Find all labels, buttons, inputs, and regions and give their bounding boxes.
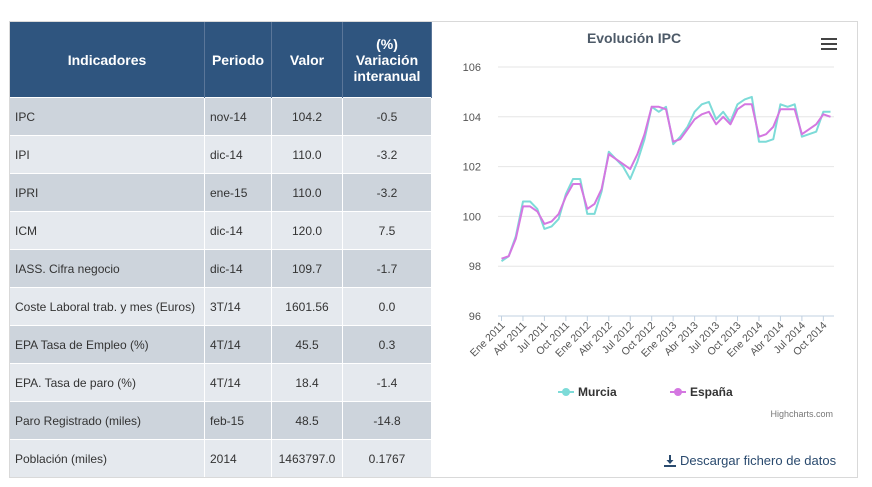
header-valor[interactable]: Valor xyxy=(271,22,343,98)
cell-periodo: 4T/14 xyxy=(204,325,272,364)
cell-variacion: -1.4 xyxy=(342,363,432,402)
cell-valor: 109.7 xyxy=(271,249,343,288)
series-line-espana xyxy=(501,103,831,260)
table-row: Población (miles) 2014 1463797.0 0.1767 xyxy=(10,439,432,477)
cell-variacion: 0.0 xyxy=(342,287,432,326)
download-label: Descargar fichero de datos xyxy=(680,453,837,468)
table-row: IPI dic-14 110.0 -3.2 xyxy=(10,135,432,174)
cell-indicador: ICM xyxy=(10,211,205,250)
cell-variacion: 7.5 xyxy=(342,211,432,250)
cell-variacion: -3.2 xyxy=(342,135,432,174)
table-row: EPA. Tasa de paro (%) 4T/14 18.4 -1.4 xyxy=(10,363,432,402)
cell-valor: 120.0 xyxy=(271,211,343,250)
y-tick-label: 106 xyxy=(463,62,481,74)
table-row: Coste Laboral trab. y mes (Euros) 3T/14 16… xyxy=(10,287,432,326)
y-tick-label: 102 xyxy=(463,162,481,174)
download-icon-shaft xyxy=(669,454,671,461)
cell-indicador: Población (miles) xyxy=(10,439,205,477)
cell-indicador: IPRI xyxy=(10,173,205,212)
download-icon-arrowhead xyxy=(666,459,674,464)
cell-valor: 1463797.0 xyxy=(271,439,343,477)
y-tick-label: 100 xyxy=(463,211,481,223)
ipc-chart: Evolución IPC 96 98 100 102 104 106 Ene 2011 Ab… xyxy=(433,22,857,477)
legend-item-espana[interactable]: España xyxy=(670,385,733,399)
cell-variacion: 0.1767 xyxy=(342,439,432,477)
cell-periodo: 4T/14 xyxy=(204,363,272,402)
cell-periodo: feb-15 xyxy=(204,401,272,440)
legend-dot-murcia xyxy=(562,388,570,396)
cell-indicador: Coste Laboral trab. y mes (Euros) xyxy=(10,287,205,326)
cell-valor: 110.0 xyxy=(271,173,343,212)
table-row: Paro Registrado (miles) feb-15 48.5 -14.8 xyxy=(10,401,432,440)
indicators-table: Indicadores Periodo Valor (%) Variación … xyxy=(10,22,432,477)
legend-symbol-espana xyxy=(670,387,686,397)
cell-periodo: ene-15 xyxy=(204,173,272,212)
header-periodo[interactable]: Periodo xyxy=(204,22,272,98)
cell-valor: 104.2 xyxy=(271,97,343,136)
table-row: EPA Tasa de Empleo (%) 4T/14 45.5 0.3 xyxy=(10,325,432,364)
cell-valor: 1601.56 xyxy=(271,287,343,326)
download-icon-tray xyxy=(664,464,676,467)
y-tick-label: 96 xyxy=(469,311,481,323)
header-indicadores[interactable]: Indicadores xyxy=(10,22,205,98)
header-variacion[interactable]: (%) Variación interanual xyxy=(342,22,432,98)
highcharts-credits-link[interactable]: Highcharts.com xyxy=(770,409,833,419)
cell-indicador: IPC xyxy=(10,97,205,136)
cell-periodo: dic-14 xyxy=(204,249,272,288)
y-tick-label: 98 xyxy=(469,261,481,273)
table-row: IPC nov-14 104.2 -0.5 xyxy=(10,97,432,136)
cell-variacion: -0.5 xyxy=(342,97,432,136)
cell-periodo: nov-14 xyxy=(204,97,272,136)
cell-periodo: 2014 xyxy=(204,439,272,477)
legend-label-espana: España xyxy=(690,385,733,399)
cell-valor: 45.5 xyxy=(271,325,343,364)
hamburger-menu-icon[interactable] xyxy=(821,38,837,52)
table-row: IPRI ene-15 110.0 -3.2 xyxy=(10,173,432,212)
legend-symbol-murcia xyxy=(558,387,574,397)
cell-periodo: dic-14 xyxy=(204,211,272,250)
table-row: IASS. Cifra negocio dic-14 109.7 -1.7 xyxy=(10,249,432,288)
table-header-row: Indicadores Periodo Valor (%) Variación … xyxy=(10,22,432,98)
y-tick-label: 104 xyxy=(463,112,481,124)
cell-variacion: -1.7 xyxy=(342,249,432,288)
legend-dot-espana xyxy=(674,388,682,396)
cell-indicador: EPA. Tasa de paro (%) xyxy=(10,363,205,402)
table-row: ICM dic-14 120.0 7.5 xyxy=(10,211,432,250)
cell-periodo: 3T/14 xyxy=(204,287,272,326)
cell-indicador: IPI xyxy=(10,135,205,174)
cell-valor: 110.0 xyxy=(271,135,343,174)
series-line-murcia xyxy=(500,95,831,263)
cell-indicador: EPA Tasa de Empleo (%) xyxy=(10,325,205,364)
cell-valor: 18.4 xyxy=(271,363,343,402)
cell-periodo: dic-14 xyxy=(204,135,272,174)
panel: Indicadores Periodo Valor (%) Variación … xyxy=(9,21,858,478)
cell-variacion: -14.8 xyxy=(342,401,432,440)
cell-variacion: -3.2 xyxy=(342,173,432,212)
cell-indicador: Paro Registrado (miles) xyxy=(10,401,205,440)
download-data-link[interactable]: Descargar fichero de datos xyxy=(664,453,836,468)
cell-variacion: 0.3 xyxy=(342,325,432,364)
download-icon xyxy=(664,454,676,467)
cell-indicador: IASS. Cifra negocio xyxy=(10,249,205,288)
legend-label-murcia: Murcia xyxy=(578,385,617,399)
legend-item-murcia[interactable]: Murcia xyxy=(558,385,617,399)
chart-title: Evolución IPC xyxy=(586,30,682,46)
cell-valor: 48.5 xyxy=(271,401,343,440)
